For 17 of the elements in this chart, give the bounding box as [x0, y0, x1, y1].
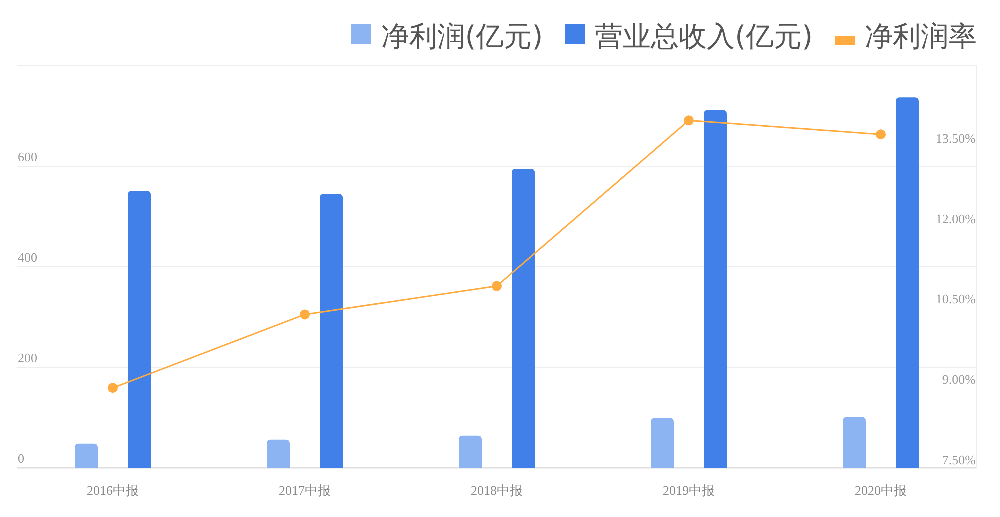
y-tick-label: 200 — [18, 350, 38, 366]
y2-tick-label: 7.50% — [942, 452, 976, 468]
x-tick-label: 2018中报 — [471, 483, 523, 498]
y-tick-label: 400 — [18, 250, 38, 265]
legend-label: 净利润率 — [865, 20, 977, 53]
legend-label: 净利润(亿元) — [381, 20, 544, 53]
y-tick-label: 600 — [18, 150, 38, 164]
legend-label: 营业总收入(亿元) — [595, 20, 813, 53]
x-tick-label: 2017中报 — [279, 483, 331, 498]
y2-tick-label: 12.00% — [936, 211, 976, 226]
y-tick-label: 0 — [18, 451, 24, 466]
y2-tick-label: 9.00% — [942, 372, 976, 388]
x-tick-label: 2019中报 — [663, 483, 715, 498]
x-tick-label: 2020中报 — [855, 483, 907, 498]
y2-tick-label: 10.50% — [936, 292, 976, 307]
x-tick-label: 2016中报 — [87, 483, 139, 498]
y2-tick-label: 13.50% — [936, 130, 976, 146]
